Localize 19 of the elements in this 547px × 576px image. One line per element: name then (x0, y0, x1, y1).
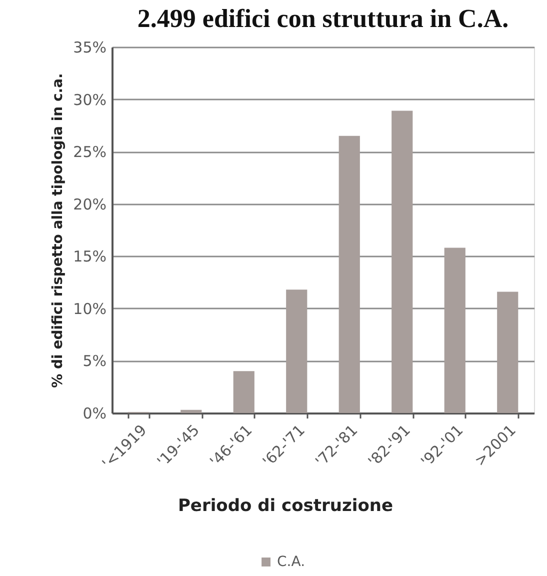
legend-label: C.A. (277, 554, 306, 570)
y-tick-label: 5% (82, 352, 106, 370)
y-tick-label: 15% (73, 248, 106, 266)
y-tick-label: 10% (73, 300, 106, 318)
bar (444, 248, 466, 413)
y-tick-label: 20% (73, 195, 106, 214)
y-tick-label: 30% (73, 90, 106, 109)
bar (180, 410, 202, 413)
bar (338, 136, 360, 413)
bar (286, 290, 308, 413)
y-tick-label: 0% (82, 404, 106, 422)
y-tick-label: 25% (73, 143, 106, 162)
bar (392, 110, 413, 413)
chart-title: 2.499 edifici con struttura in C.A. (137, 4, 509, 33)
bar (497, 292, 518, 413)
y-tick-label: 35% (73, 38, 106, 56)
bar (233, 371, 254, 413)
y-axis-title: % di edifici rispetto alla tipologia in c.a. (50, 73, 66, 388)
x-axis-title: Periodo di costruzione (178, 496, 394, 516)
